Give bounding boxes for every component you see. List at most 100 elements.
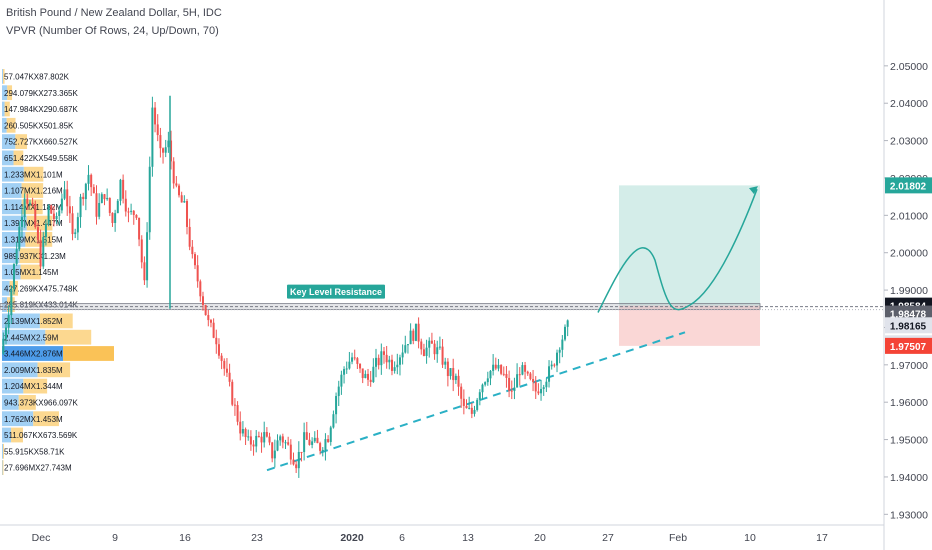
candle-body [292, 459, 295, 465]
candle-body [231, 381, 234, 405]
candle-body [369, 379, 372, 383]
x-tick-label: 6 [399, 532, 405, 544]
candle-body [289, 444, 292, 460]
candle-body [228, 372, 231, 382]
candle-body [529, 373, 532, 380]
volume-profile-bar-up [2, 264, 21, 280]
candle-body [404, 345, 407, 353]
candle-body [454, 375, 457, 381]
volume-profile-label: 511.067KX673.569K [4, 431, 78, 440]
volume-profile-bar-up [2, 150, 14, 166]
candle-body [303, 432, 306, 453]
volume-profile-bar-up [2, 134, 16, 149]
indicator-legend[interactable]: VPVR (Number Of Rows, 24, Up/Down, 70) [6, 25, 219, 37]
candle-body [68, 206, 71, 214]
candle-body [215, 337, 218, 345]
candle-body [518, 374, 521, 376]
candle-body [532, 379, 535, 383]
candle-body [217, 344, 220, 356]
candle-body [377, 357, 380, 366]
volume-profile-label: 1.762MX1.453M [4, 415, 63, 424]
candle-body [76, 217, 79, 233]
candle-body [401, 352, 404, 358]
candle-body [236, 405, 239, 422]
candle-body [348, 361, 351, 369]
candle-body [26, 198, 29, 204]
candle-body [497, 364, 500, 369]
volume-profile-label: 1.107MX1.216M [4, 187, 63, 196]
candle-body [18, 226, 21, 250]
candle-body [484, 382, 487, 385]
volume-profile-bar-up [2, 395, 19, 410]
candle-body [111, 212, 114, 223]
candle-body [540, 388, 543, 394]
candle-body [140, 239, 143, 263]
candle-body [510, 390, 513, 392]
candle-body [284, 442, 287, 444]
candle-body [207, 315, 210, 321]
candle-body [449, 368, 452, 377]
candle-body [148, 166, 151, 233]
candle-body [526, 371, 529, 374]
candle-body [308, 439, 311, 445]
candle-body [233, 404, 236, 406]
volume-profile-bar-down [23, 378, 48, 394]
chart-title[interactable]: British Pound / New Zealand Dollar, 5H, … [6, 7, 222, 19]
candle-body [300, 451, 303, 453]
volume-profile-label: 1.319MX1.515M [4, 236, 63, 245]
candle-body [23, 198, 26, 218]
candle-body [417, 323, 420, 342]
candle-body [55, 216, 58, 220]
candle-body [500, 364, 503, 374]
candle-body [82, 196, 85, 200]
candle-body [196, 265, 199, 282]
candle-body [561, 339, 564, 350]
candle-body [223, 360, 226, 369]
candle-body [550, 364, 553, 367]
candle-body [351, 357, 354, 362]
candle-body [324, 439, 327, 450]
candle-body [444, 361, 447, 365]
price-label: 1.98478 [890, 310, 927, 321]
candle-body [185, 200, 189, 227]
candle-body [329, 427, 332, 442]
volume-profile-bar-down [15, 134, 28, 149]
candle-body [15, 249, 18, 265]
x-tick-label: 17 [816, 532, 828, 544]
candle-body [119, 179, 122, 201]
candle-body [116, 200, 119, 214]
candle-body [265, 432, 268, 437]
volume-profile-label: 1.114MX1.182M [4, 203, 62, 212]
candle-body [74, 232, 77, 235]
candle-body [257, 435, 260, 437]
y-tick-label: 1.95000 [890, 435, 928, 447]
candle-body [279, 436, 282, 441]
volume-profile-bar-down [18, 395, 36, 410]
candle-body [398, 357, 401, 365]
candle-body [396, 364, 399, 368]
candle-body [422, 349, 425, 356]
candle-body [473, 409, 476, 414]
candle-body [87, 174, 90, 184]
volume-profile-label: 2.009MX1.835M [4, 366, 63, 375]
candle-body [271, 442, 274, 459]
candle-body [486, 378, 489, 383]
candle-body [12, 264, 15, 289]
candle-body [92, 187, 95, 194]
volume-profile-label: 147.984KX290.687K [4, 105, 79, 114]
candle-body [438, 346, 441, 348]
candle-body [409, 330, 412, 345]
volume-profile-label: 55.915KX58.71K [4, 447, 65, 456]
candle-body [162, 148, 165, 153]
candle-body [425, 347, 428, 356]
candle-body [143, 262, 146, 281]
annotation-label: Key Level Resistance [290, 287, 382, 297]
price-label: 2.01802 [890, 181, 927, 192]
candle-body [502, 373, 505, 375]
candle-body [337, 386, 340, 397]
candle-body [260, 436, 263, 443]
candle-body [183, 200, 186, 203]
candle-body [414, 323, 417, 341]
volume-profile-bar-up [2, 297, 8, 312]
